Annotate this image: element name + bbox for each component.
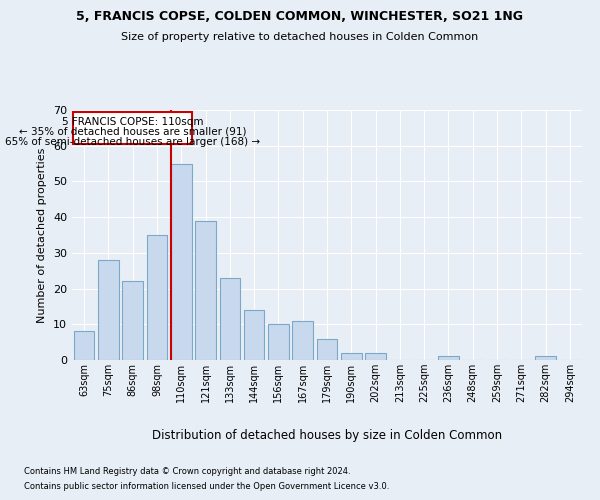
Bar [292,320,313,360]
Bar [317,338,337,360]
Bar [341,353,362,360]
Bar [171,164,191,360]
Text: 5 FRANCIS COPSE: 110sqm: 5 FRANCIS COPSE: 110sqm [62,117,203,127]
Text: ← 35% of detached houses are smaller (91): ← 35% of detached houses are smaller (91… [19,127,247,137]
Bar [122,282,143,360]
Bar [438,356,459,360]
Text: Contains public sector information licensed under the Open Government Licence v3: Contains public sector information licen… [24,482,389,491]
Bar [195,220,216,360]
Text: 65% of semi-detached houses are larger (168) →: 65% of semi-detached houses are larger (… [5,137,260,147]
FancyBboxPatch shape [73,112,192,144]
Bar [220,278,240,360]
Bar [365,353,386,360]
Text: 5, FRANCIS COPSE, COLDEN COMMON, WINCHESTER, SO21 1NG: 5, FRANCIS COPSE, COLDEN COMMON, WINCHES… [77,10,523,23]
Text: Contains HM Land Registry data © Crown copyright and database right 2024.: Contains HM Land Registry data © Crown c… [24,467,350,476]
Y-axis label: Number of detached properties: Number of detached properties [37,148,47,322]
Text: Distribution of detached houses by size in Colden Common: Distribution of detached houses by size … [152,428,502,442]
Bar [535,356,556,360]
Text: Size of property relative to detached houses in Colden Common: Size of property relative to detached ho… [121,32,479,42]
Bar [98,260,119,360]
Bar [74,332,94,360]
Bar [268,324,289,360]
Bar [146,235,167,360]
Bar [244,310,265,360]
